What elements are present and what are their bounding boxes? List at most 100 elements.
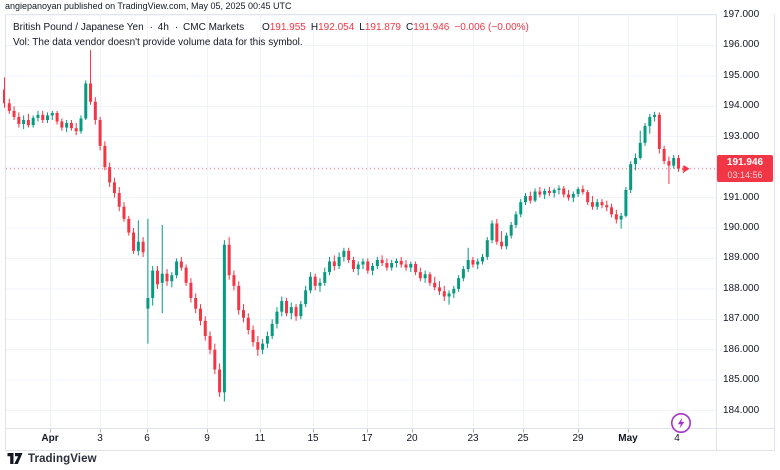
tradingview-logo[interactable]: TradingView [7,452,97,465]
price-axis-label: 193.000 [723,131,760,142]
candle-body [280,301,284,312]
candle-body [132,232,136,251]
lightning-event-icon[interactable] [670,412,692,434]
candle-body [237,285,241,311]
candle-body [155,270,159,285]
candle-body [538,191,542,195]
candle-body [552,189,556,194]
candle-body [447,293,451,297]
candle-body [514,214,518,225]
candle-body [490,223,494,241]
price-axis-label: 186.000 [723,344,760,355]
candle-body [466,259,470,270]
candle-body [638,142,642,159]
candle-body [232,275,236,286]
candle-body [227,244,231,276]
candle-body [461,269,465,279]
candle-body [610,207,614,215]
candle-body [208,336,212,350]
candle-body [519,202,523,215]
candle-body [328,261,332,273]
candle-body [304,290,308,305]
last-price-arrow [684,165,690,173]
candle-body [256,342,260,350]
candle-body [165,273,169,282]
candle-body [146,298,150,309]
symbol-legend[interactable]: British Pound / Japanese Yen · 4h · CMC Ma… [13,22,529,33]
high-value: 192.054 [318,22,355,33]
candle-body [337,256,341,267]
candle-body [347,250,351,260]
candle-body [136,241,140,251]
last-price-badge: 191.946 03:14:56 [717,155,773,182]
candle-body [576,189,580,194]
time-scale[interactable]: Apr 3 6 9 11 15 17 20 23 25 29 May 4 [5,428,775,450]
candle-body [418,272,422,279]
candle-body [485,240,489,257]
candle-body [261,343,265,350]
candle-body [528,196,532,201]
candle-body [112,182,116,194]
candle-body [323,272,327,283]
candle-body [22,119,26,124]
bar-countdown: 03:14:56 [727,169,763,180]
candle-body [55,112,59,122]
candle-body [84,83,88,119]
candle-body [676,158,680,169]
time-axis-label: 15 [307,433,319,444]
candle-body [117,193,121,207]
time-axis-label: 9 [204,433,210,444]
candle-body [308,276,312,291]
candle-body [122,206,126,219]
candle-body [74,128,78,132]
time-axis-label: 3 [97,433,103,444]
candle-body [246,317,250,330]
candle-body [471,259,475,265]
attribution-text: angiepanoyan published on TradingView.co… [5,1,292,11]
candle-body [586,192,590,203]
candle-body [495,223,499,242]
candle-body [189,282,193,298]
last-price-value: 191.946 [726,156,764,168]
candle-body [3,89,6,104]
candle-body [404,264,408,268]
candle-body [481,256,484,262]
candle-body [69,123,73,129]
candle-body [414,263,418,273]
low-label: L [359,22,365,33]
candle-body [653,114,657,117]
change-value: −0.006 (−0.00%) [454,22,529,33]
price-axis-label: 187.000 [723,313,760,324]
candle-body [547,190,551,194]
time-axis-label: May [618,433,638,444]
candle-body [533,191,537,201]
candle-body [371,266,375,271]
candle-body [433,282,437,288]
time-axis-label: Apr [41,433,59,444]
candle-body [17,116,21,124]
candle-body [681,168,685,170]
price-axis-label: 195.000 [723,70,760,81]
tradingview-logo-text: TradingView [28,452,97,465]
candle-body [141,241,145,253]
candle-body [275,311,279,324]
candle-body [198,308,202,321]
candle-body [12,110,16,117]
price-axis-label: 196.000 [723,39,760,50]
candle-body [184,267,188,283]
volume-note: Vol: The data vendor doesn't provide vol… [13,37,303,48]
candle-body [667,161,671,166]
candle-body [361,261,365,265]
candle-body [294,307,298,317]
time-axis-label: 25 [517,433,529,444]
candle-body [581,189,585,193]
candle-body [614,214,618,220]
candle-body [108,167,112,183]
legend-separator: · [149,22,153,33]
time-axis-label: 23 [467,433,479,444]
candle-body [557,188,561,190]
price-axis-label: 189.000 [723,252,760,263]
price-scale[interactable]: 197.000196.000195.000194.000193.000192.0… [716,9,775,450]
